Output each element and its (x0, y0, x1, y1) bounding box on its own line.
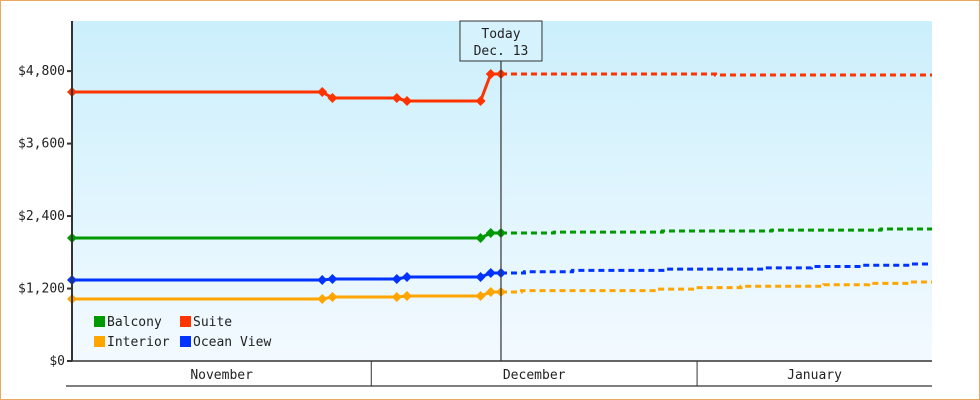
data-point-balcony (485, 228, 496, 239)
legend-swatch-suite (180, 316, 191, 327)
today-box (459, 20, 543, 62)
data-point-suite (485, 69, 496, 80)
data-point-ocean-view (317, 275, 328, 286)
data-point-suite (402, 96, 413, 107)
data-point-ocean-view (402, 271, 413, 282)
y-tick-label: $0 (49, 354, 65, 369)
today-label: Today (481, 27, 520, 42)
forecast-line-suite (500, 72, 932, 77)
data-point-ocean-view (327, 273, 338, 284)
data-point-interior (391, 291, 402, 302)
forecast-line-balcony (500, 227, 932, 235)
forecast-line-interior (500, 280, 932, 294)
data-point-interior (402, 291, 413, 302)
data-point-interior (485, 287, 496, 298)
series-line-balcony (72, 231, 501, 240)
data-point-balcony (475, 233, 486, 244)
legend-label-suite: Suite (193, 315, 232, 330)
legend-swatch-ocean-view (180, 336, 191, 347)
y-tick-label: $1,200 (18, 282, 65, 297)
legend-label-ocean-view: Ocean View (193, 335, 271, 350)
data-point-interior (475, 291, 486, 302)
data-point-suite (317, 87, 328, 98)
data-point-ocean-view (475, 271, 486, 282)
legend-swatch-balcony (94, 316, 105, 327)
forecast-line-ocean-view (500, 262, 932, 275)
legend-label-balcony: Balcony (107, 315, 162, 330)
data-point-suite (391, 93, 402, 104)
legend: Balcony Suite Interior Ocean View (94, 315, 271, 350)
data-point-ocean-view (391, 273, 402, 284)
data-point-interior (317, 294, 328, 305)
legend-swatch-interior (94, 336, 105, 347)
y-tick-label: $4,800 (18, 64, 65, 79)
data-point-interior (327, 291, 338, 302)
month-label: November (190, 368, 253, 383)
data-point-suite (475, 96, 486, 107)
today-date-label: Dec. 13 (474, 44, 529, 59)
data-point-ocean-view (485, 268, 496, 279)
y-tick-label: $2,400 (18, 209, 65, 224)
month-label: January (787, 368, 842, 383)
data-point-suite (327, 93, 338, 104)
month-label: December (503, 368, 566, 383)
legend-label-interior: Interior (107, 335, 170, 350)
y-tick-label: $3,600 (18, 137, 65, 152)
